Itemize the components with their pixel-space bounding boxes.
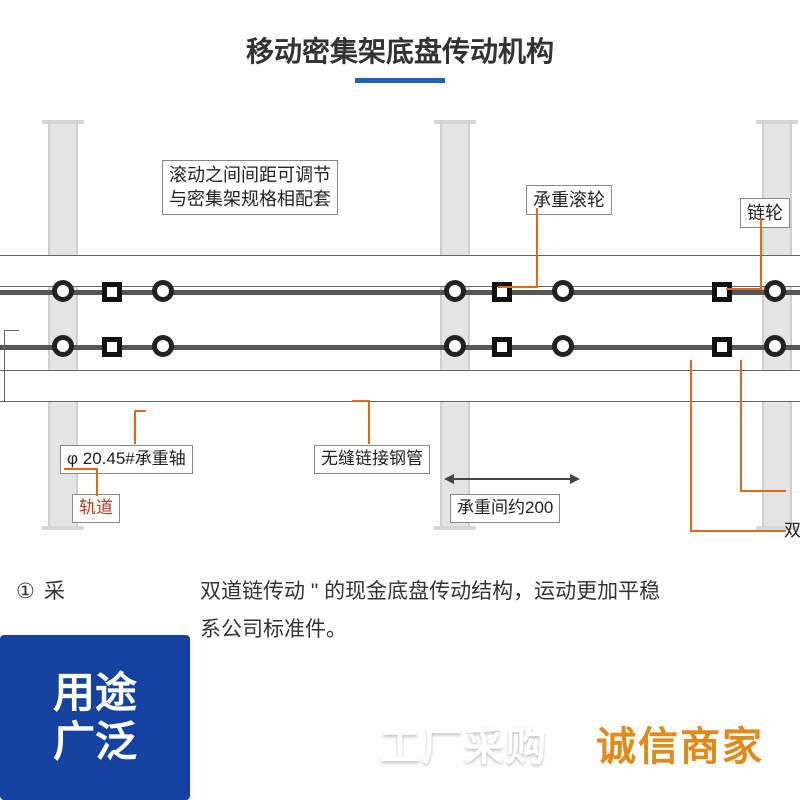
leader-seg bbox=[760, 218, 762, 290]
leader-seg bbox=[726, 288, 762, 290]
leader-seg bbox=[96, 468, 98, 496]
wheel bbox=[764, 335, 786, 357]
wheel bbox=[52, 335, 74, 357]
dim-line bbox=[452, 478, 572, 480]
leader-seg bbox=[536, 208, 538, 288]
label-line: 滚动之间间距可调节 bbox=[169, 163, 331, 187]
leader-seg bbox=[690, 530, 786, 532]
body-circle-num: ① bbox=[16, 576, 35, 608]
wheel bbox=[52, 280, 74, 302]
wheel bbox=[552, 280, 574, 302]
page-title: 移动密集架底盘传动机构 bbox=[0, 30, 800, 70]
wheel bbox=[552, 335, 574, 357]
leader-seg bbox=[64, 468, 98, 470]
leader-seg bbox=[134, 410, 146, 412]
pillar-3 bbox=[762, 120, 792, 530]
label-span: 承重间约200 bbox=[450, 494, 560, 523]
pillar-2 bbox=[440, 120, 470, 530]
body-line-2: 系公司标准件。 bbox=[200, 614, 347, 646]
label-line: 与密集架规格相配套 bbox=[169, 187, 331, 211]
left-bracket bbox=[4, 330, 19, 402]
body-line-1b: 双道链传动 " 的现金底盘传动结构，运动更加平稳 bbox=[200, 576, 660, 608]
usage-badge: 用途 广泛 bbox=[0, 635, 190, 800]
body-line-1a: 采 bbox=[44, 576, 65, 608]
leader-seg bbox=[690, 360, 692, 530]
label-right-partial: 双 bbox=[784, 516, 800, 541]
label-seamless-pipe: 无缝链接钢管 bbox=[314, 445, 430, 474]
sprocket bbox=[102, 337, 122, 357]
label-track: 轨道 bbox=[72, 494, 120, 523]
sprocket bbox=[712, 337, 732, 357]
dim-arrow-r bbox=[570, 474, 580, 484]
badge-line: 用途 bbox=[53, 669, 137, 717]
sprocket bbox=[492, 282, 512, 302]
leader-seg bbox=[352, 400, 370, 402]
title-underline bbox=[355, 78, 445, 83]
sprocket bbox=[102, 282, 122, 302]
stamp-trust: 诚信商家 bbox=[596, 714, 764, 772]
leader-seg bbox=[740, 490, 786, 492]
leader-seg bbox=[134, 410, 136, 444]
leader-seg bbox=[368, 400, 370, 444]
wheel bbox=[152, 335, 174, 357]
dim-arrow-l bbox=[444, 474, 454, 484]
label-bearing-wheel: 承重滚轮 bbox=[526, 185, 612, 215]
stamp-factory: 工厂采购 bbox=[380, 714, 548, 772]
wheel bbox=[764, 280, 786, 302]
sprocket bbox=[492, 337, 512, 357]
label-sprocket: 链轮 bbox=[740, 198, 790, 228]
wheel bbox=[444, 280, 466, 302]
rail-outer-bottom bbox=[0, 370, 800, 402]
sprocket bbox=[712, 282, 732, 302]
wheel bbox=[152, 280, 174, 302]
leader-seg bbox=[740, 360, 742, 490]
badge-line: 广泛 bbox=[53, 718, 137, 766]
wheel bbox=[444, 335, 466, 357]
label-spacing-note: 滚动之间间距可调节 与密集架规格相配套 bbox=[162, 160, 338, 215]
leader-seg bbox=[498, 286, 538, 288]
